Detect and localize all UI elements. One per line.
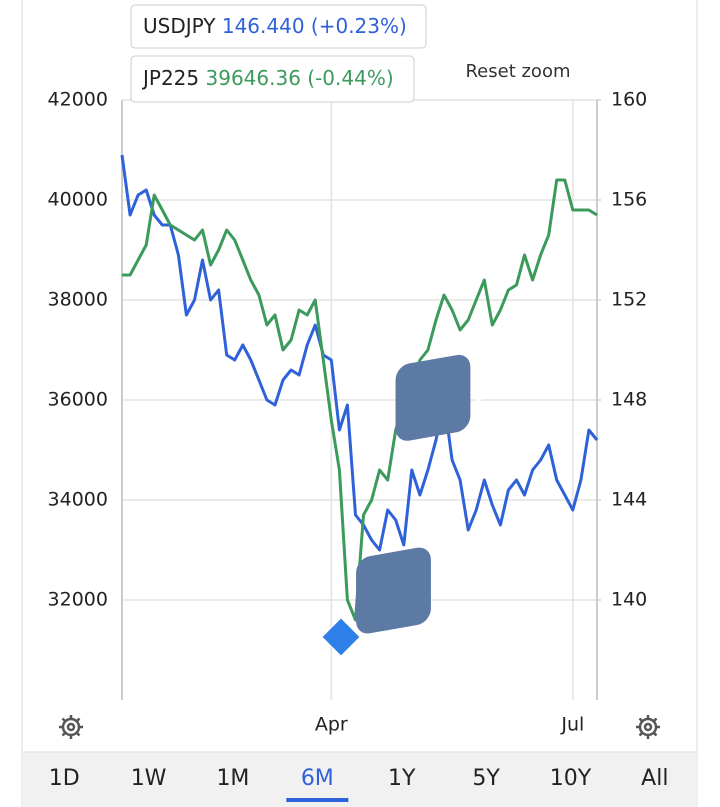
quote-box (130, 4, 427, 49)
range-bar (22, 752, 697, 807)
range-buttons: 1D 1W 1M 6M 1Y 5Y 10Y All (49, 766, 668, 802)
settings-icon[interactable] (59, 715, 83, 739)
quote-value: 146.440 (+0.23%) (222, 14, 407, 38)
range-button[interactable]: 1Y (388, 766, 416, 791)
y-tick-label: 38000 (48, 289, 108, 311)
series-line (120, 154, 599, 552)
y2-tick-label: 144 (611, 489, 647, 511)
arrow-icon (356, 547, 518, 634)
arrow-icon (395, 354, 524, 441)
range-button[interactable]: 1W (131, 766, 167, 791)
y-tick-label: 36000 (48, 389, 108, 411)
grid: 32000 34000 36000 38000 40000 42000 140 144 148 1… (48, 89, 648, 736)
x-tick-label: Apr (315, 714, 348, 736)
y2-tick-label: 156 (611, 189, 647, 211)
quote-symbol: JP225 (141, 66, 199, 90)
range-button[interactable]: 1M (216, 766, 249, 791)
x-tick-label: Jul (560, 714, 584, 736)
y-tick-label: 40000 (48, 189, 108, 211)
range-button[interactable]: 5Y (472, 766, 500, 791)
quote-symbol: JP225 39646.36 (-0.44%) (141, 66, 394, 90)
y2-tick-label: 148 (611, 389, 647, 411)
range-button[interactable]: 10Y (550, 766, 592, 791)
quote-symbol: USDJPY 146.440 (+0.23%) (143, 14, 407, 38)
settings-icon[interactable] (636, 715, 660, 739)
y2-tick-label: 160 (611, 89, 647, 111)
range-button[interactable]: All (641, 766, 668, 791)
quote-box (130, 55, 415, 103)
range-button[interactable]: 6M (301, 766, 334, 791)
range-button[interactable]: 1D (49, 766, 80, 791)
y-tick-label: 42000 (48, 89, 108, 111)
y-tick-label: 32000 (48, 589, 108, 611)
quote-value: 39646.36 (-0.44%) (206, 66, 394, 90)
range-selected-underline (286, 798, 349, 802)
event-flag[interactable] (322, 618, 360, 656)
y-tick-label: 34000 (48, 489, 108, 511)
quote-symbol: USDJPY (143, 14, 216, 38)
y2-tick-label: 152 (611, 289, 647, 311)
reset-zoom[interactable]: Reset zoom (465, 61, 570, 82)
y2-tick-label: 140 (611, 589, 647, 611)
